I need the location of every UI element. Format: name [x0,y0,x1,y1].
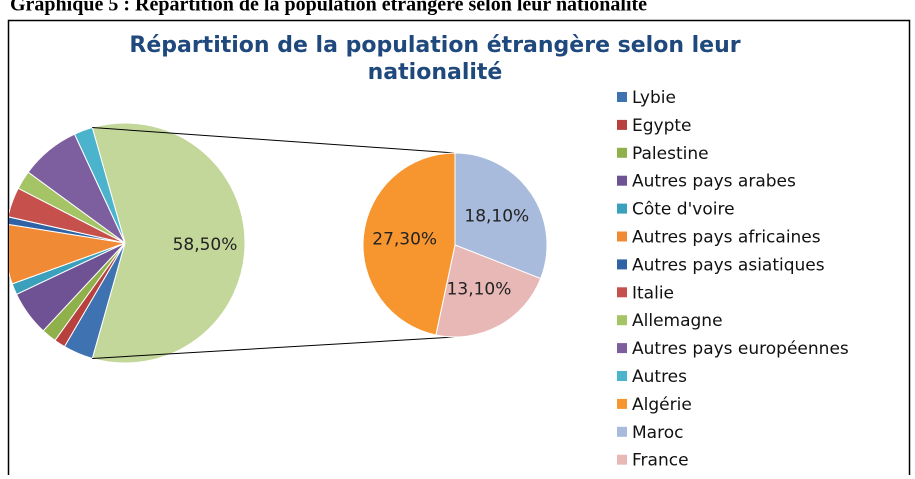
data-label: 27,30% [372,230,437,250]
legend-label: Maroc [632,423,683,443]
legend: Lybie Egypte Palestine Autres pays arabes Cô… [617,88,849,471]
legend-label: Autres pays arabes [632,172,796,192]
caption: Graphique 5 : Répartition de la populati… [10,0,647,16]
legend-swatch [617,147,627,158]
pies: 58,50% 18,10% 13,10% 27,30% [9,122,548,364]
pie-slice [362,152,456,336]
data-label: 13,10% [447,280,512,300]
legend-label: Egypte [632,116,692,136]
legend-swatch [617,259,627,270]
data-label: 18,10% [464,206,529,226]
legend-swatch [617,175,627,186]
chart-title: Répartition de la population étrangère s… [129,33,740,58]
pie-slice [9,224,126,285]
legend-label: Palestine [632,144,709,164]
legend-label: Italie [632,283,674,303]
legend-label: Allemagne [632,311,723,331]
chart-title: nationalité [368,60,503,85]
legend-label: Algérie [632,395,692,415]
legend-swatch [617,119,627,130]
connector [92,127,456,154]
legend-label: Côte d'voire [632,200,735,220]
legend-swatch [617,203,627,214]
legend-swatch [617,231,627,242]
legend-label: Autres pays africaines [632,228,821,248]
legend-swatch [617,426,627,437]
legend-label: Autres [632,367,687,387]
legend-label: Autres pays asiatiques [632,255,825,275]
legend-swatch [617,371,627,381]
legend-swatch [617,343,627,354]
pie-slice [91,122,246,364]
connector [92,336,456,359]
legend-label: Lybie [632,88,676,108]
pie-slice [454,152,548,280]
legend-label: Autres pays européennes [632,339,849,359]
legend-swatch [617,92,627,102]
legend-swatch [617,287,627,298]
data-label: 58,50% [173,235,238,255]
pie-slice [435,244,542,338]
legend-label: France [632,451,689,471]
legend-swatch [617,398,627,409]
pie-slice [73,126,126,244]
legend-swatch [617,315,627,326]
legend-swatch [617,454,627,465]
